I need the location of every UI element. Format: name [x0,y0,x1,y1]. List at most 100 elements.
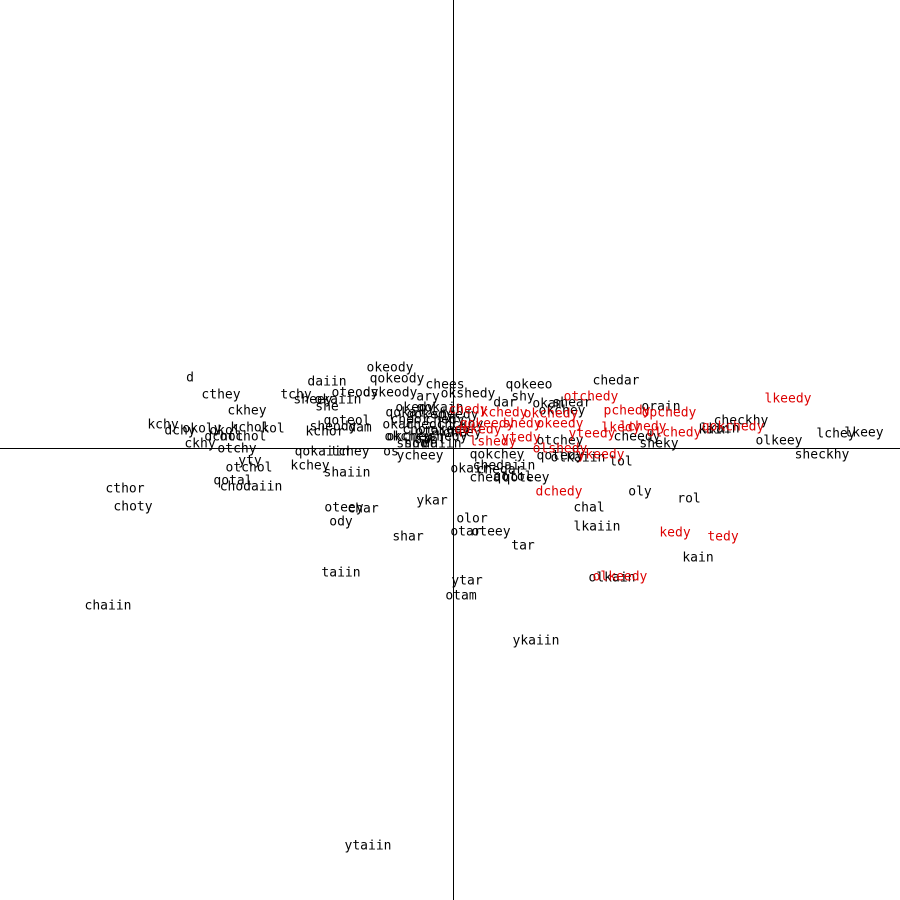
word-label: checkhy [713,413,769,429]
word-label: taiin [321,565,361,581]
word-label: qokedy [406,407,454,423]
word-label: ckhy [184,436,216,452]
word-label: shy [511,389,535,405]
word-label: shedy [428,429,468,445]
word-label: qokal [385,405,425,421]
word-label: cthor [105,481,145,497]
word-label: okeey [430,422,470,438]
word-label: ykaiin [512,633,560,649]
word-label: okoly [182,421,222,437]
word-label: okchey [386,429,434,445]
word-label: chees [425,377,465,393]
word-label: otar [450,524,482,540]
word-label: shedy [502,416,542,432]
word-label: daiin [422,436,462,452]
word-label: otol [414,432,446,448]
x-axis-line [0,448,900,449]
word-label: chodaiin [219,479,283,495]
word-label: lkedy [601,420,641,436]
word-label: okeedy [536,416,584,432]
word-label: tar [511,538,535,554]
word-label: qokeedy [459,416,515,432]
word-label: kchedy [480,405,528,421]
word-label: tchy [280,387,312,403]
word-label: olchedy [646,425,702,441]
word-label: kain [682,550,714,566]
word-label: sheedy [431,407,479,423]
word-label: olkain [588,570,636,586]
word-label: sheckhy [794,447,850,463]
word-label: sheey [293,392,333,408]
word-label: okshedy [440,386,496,402]
word-label: qokchey [469,447,525,463]
word-label: she [315,399,339,415]
word-label: dar [493,395,517,411]
word-label: shol [404,436,436,452]
word-label: cheey [442,425,482,441]
word-label: dchol [204,429,244,445]
word-label: shear [552,395,592,411]
word-label: oteey [471,524,511,540]
word-label: dchedy [535,484,583,500]
word-label: okeody [366,360,414,376]
word-label: opchedy [641,405,697,421]
y-axis-line [453,0,454,900]
word-label: chedar [592,373,640,389]
word-label: okar [382,417,414,433]
word-label: olor [456,511,488,527]
word-label: qotol [493,469,533,485]
word-label: olkeedy [592,569,648,585]
word-label: okchedy [523,406,579,422]
word-label: lshedy [469,434,517,450]
word-label: okedy [395,400,435,416]
word-label: okchey [384,429,432,445]
word-label: oteody [331,385,379,401]
word-label: okaiin [314,392,362,408]
word-label: lchedy [619,419,667,435]
word-label: cheedy [613,429,661,445]
word-label: otain [415,424,455,440]
word-label: shaiin [323,465,371,481]
word-label: otchol [225,460,273,476]
word-label: oly [628,484,652,500]
word-label: kain [698,422,730,438]
word-label: cheal [469,470,509,486]
word-label: rol [677,491,701,507]
word-label: chedar [476,462,524,478]
word-label: kchor [305,424,345,440]
word-label: qokaiin [294,444,350,460]
word-label: dam [348,420,372,436]
word-label: chaiin [84,598,132,614]
word-label: d [186,370,194,386]
word-label: qoteol [323,413,371,429]
word-label: ary [416,389,440,405]
word-label: chckhy [436,417,484,433]
word-label: chal [573,500,605,516]
word-label: okchey [538,403,586,419]
word-label: char [347,501,379,517]
word-label: sheky [639,436,679,452]
word-label: kol [261,421,285,437]
word-label: shar [392,529,424,545]
word-label: ody [329,514,353,530]
word-label: olshedy [532,441,588,457]
word-label: ytaiin [344,838,392,854]
word-label: yteedy [568,426,616,442]
word-label: kchey [290,458,330,474]
word-label: daiin [307,374,347,390]
word-label: lchey [816,426,856,442]
word-label: ytedy [501,430,541,446]
word-label: qokeeo [505,377,553,393]
word-label: qotedy [536,448,584,464]
word-label: tchey [330,444,370,460]
word-label: ytar [451,573,483,589]
word-label: ykeedy [577,447,625,463]
word-label: oskeody [362,385,418,401]
word-label: cheol [405,417,445,433]
word-label: yty [238,453,262,469]
word-label: olkaiin [550,450,606,466]
word-label: lkeey [844,425,884,441]
word-label: os [383,444,399,460]
word-label: shor [396,436,428,452]
